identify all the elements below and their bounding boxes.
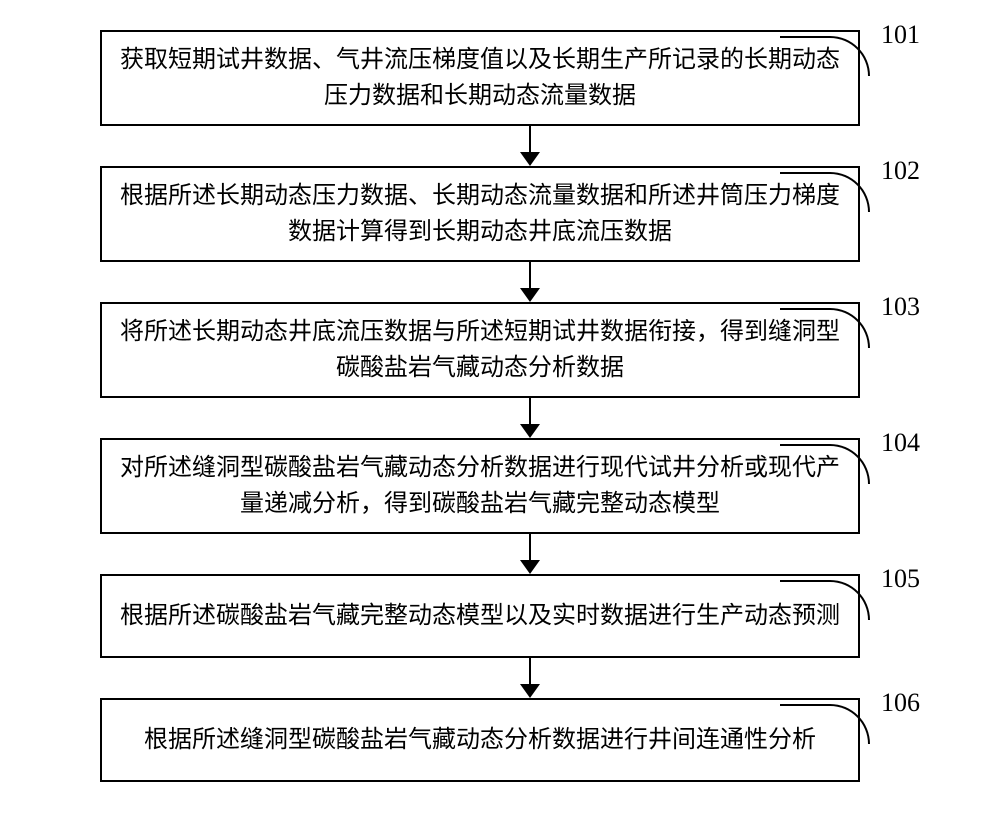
flow-step: 对所述缝洞型碳酸盐岩气藏动态分析数据进行现代试井分析或现代产量递减分析，得到碳酸… xyxy=(40,438,960,534)
flow-step: 根据所述长期动态压力数据、长期动态流量数据和所述井筒压力梯度数据计算得到长期动态… xyxy=(40,166,960,262)
step-number-label: 101 xyxy=(881,20,920,50)
arrow-down-icon xyxy=(150,658,910,698)
flow-step: 根据所述缝洞型碳酸盐岩气藏动态分析数据进行井间连通性分析106 xyxy=(40,698,960,782)
step-box: 根据所述碳酸盐岩气藏完整动态模型以及实时数据进行生产动态预测 xyxy=(100,574,860,658)
step-number-label: 105 xyxy=(881,564,920,594)
arrow-down-icon xyxy=(150,262,910,302)
step-number-label: 103 xyxy=(881,292,920,322)
step-box: 获取短期试井数据、气井流压梯度值以及长期生产所记录的长期动态压力数据和长期动态流… xyxy=(100,30,860,126)
step-box: 将所述长期动态井底流压数据与所述短期试井数据衔接，得到缝洞型碳酸盐岩气藏动态分析… xyxy=(100,302,860,398)
step-box: 根据所述长期动态压力数据、长期动态流量数据和所述井筒压力梯度数据计算得到长期动态… xyxy=(100,166,860,262)
step-box: 根据所述缝洞型碳酸盐岩气藏动态分析数据进行井间连通性分析 xyxy=(100,698,860,782)
arrow-down-icon xyxy=(150,534,910,574)
arrow-down-icon xyxy=(150,398,910,438)
arrow-down-icon xyxy=(150,126,910,166)
flow-step: 获取短期试井数据、气井流压梯度值以及长期生产所记录的长期动态压力数据和长期动态流… xyxy=(40,30,960,126)
step-number-label: 102 xyxy=(881,156,920,186)
step-box: 对所述缝洞型碳酸盐岩气藏动态分析数据进行现代试井分析或现代产量递减分析，得到碳酸… xyxy=(100,438,860,534)
flow-step: 根据所述碳酸盐岩气藏完整动态模型以及实时数据进行生产动态预测105 xyxy=(40,574,960,658)
step-number-label: 106 xyxy=(881,688,920,718)
flow-step: 将所述长期动态井底流压数据与所述短期试井数据衔接，得到缝洞型碳酸盐岩气藏动态分析… xyxy=(40,302,960,398)
flowchart-container: 获取短期试井数据、气井流压梯度值以及长期生产所记录的长期动态压力数据和长期动态流… xyxy=(40,30,960,782)
step-number-label: 104 xyxy=(881,428,920,458)
